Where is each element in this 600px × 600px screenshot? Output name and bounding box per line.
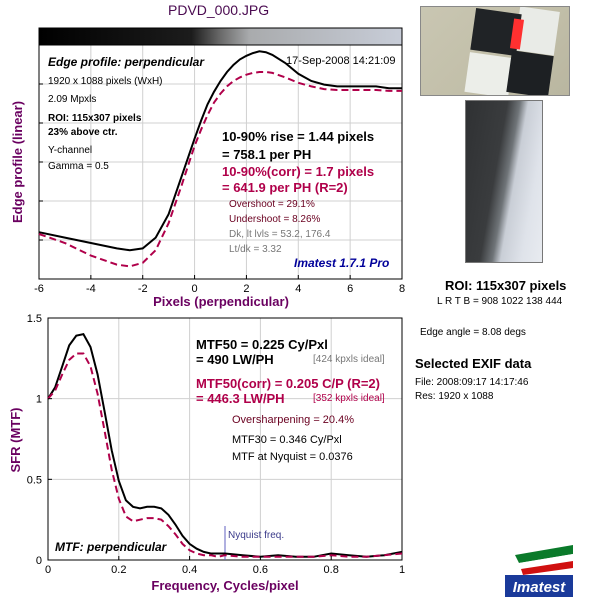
top-ylabel: Edge profile (linear) bbox=[10, 101, 25, 223]
page-title: PDVD_000.JPG bbox=[168, 2, 270, 18]
x-tick-label: -4 bbox=[86, 283, 96, 295]
x-tick-label: 0 bbox=[192, 283, 198, 295]
roi-text: ROI: 115x307 pixels bbox=[48, 113, 142, 124]
dk-lt-levels: Dk, lt lvls = 53.2, 176.4 bbox=[229, 229, 331, 240]
nyquist-label: Nyquist freq. bbox=[228, 530, 285, 541]
mtf50-text: MTF50 = 0.225 Cy/Pxl bbox=[196, 337, 328, 352]
lrtb-text: L R T B = 908 1022 138 444 bbox=[437, 296, 563, 307]
x-tick-label: 0.4 bbox=[182, 564, 197, 576]
mtf-perpendicular-label: MTF: perpendicular bbox=[55, 540, 167, 554]
series-line-edge bbox=[38, 50, 402, 252]
info-mpxls: 2.09 Mpxls bbox=[48, 94, 97, 105]
lt-dk-ratio: Lt/dk = 3.32 bbox=[229, 244, 282, 255]
x-tick-label: 4 bbox=[295, 283, 301, 295]
mtf-nyquist-text: MTF at Nyquist = 0.0376 bbox=[232, 451, 353, 463]
edge-angle-text: Edge angle = 8.08 degs bbox=[420, 327, 526, 338]
roi-position: 23% above ctr. bbox=[48, 127, 118, 138]
logo-text: Imatest bbox=[513, 579, 567, 596]
series-line-mtf-corr- bbox=[47, 352, 403, 558]
x-tick-label: 8 bbox=[399, 283, 405, 295]
mtf50-corr-ideal: [352 kpxls ideal] bbox=[313, 393, 385, 404]
rise-corr-text: 10-90%(corr) = 1.7 pixels bbox=[222, 164, 375, 179]
gamma-text: Gamma = 0.5 bbox=[48, 161, 109, 172]
y-tick-label: 1 bbox=[36, 394, 42, 406]
x-tick-label: 0.8 bbox=[324, 564, 339, 576]
mtf-chart: 0 0.2 0.4 0.6 0.8 1 0 0.5 1 1.5 Frequency, Cycles… bbox=[8, 313, 405, 593]
top-xlabel: Pixels (perpendicular) bbox=[153, 294, 289, 309]
x-tick-label: 6 bbox=[347, 283, 353, 295]
x-tick-label: 0.6 bbox=[253, 564, 268, 576]
mtf50-corr-text: MTF50(corr) = 0.205 C/P (R=2) bbox=[196, 376, 380, 391]
exif-res: Res: 1920 x 1088 bbox=[415, 391, 494, 402]
date-text: 17-Sep-2008 14:21:09 bbox=[286, 55, 396, 67]
undershoot-text: Undershoot = 8.26% bbox=[229, 214, 321, 225]
roi-label: ROI: 115x307 pixels bbox=[445, 278, 567, 293]
mtf50-lwph: = 490 LW/PH bbox=[196, 352, 274, 367]
version-label: Imatest 1.7.1 Pro bbox=[294, 256, 390, 270]
x-tick-label: -2 bbox=[138, 283, 148, 295]
series-line-edge-corr- bbox=[38, 71, 402, 268]
rise-text: 10-90% rise = 1.44 pixels bbox=[222, 129, 375, 144]
overshoot-text: Overshoot = 29.1% bbox=[229, 199, 315, 210]
rise-corr-per-ph: = 641.9 per PH (R=2) bbox=[222, 180, 348, 195]
y-tick-label: 1.5 bbox=[27, 313, 42, 325]
x-tick-label: 1 bbox=[399, 564, 405, 576]
mtf30-text: MTF30 = 0.346 Cy/Pxl bbox=[232, 434, 342, 446]
bottom-xlabel: Frequency, Cycles/pixel bbox=[151, 578, 298, 593]
series-line-mtf bbox=[47, 332, 403, 558]
edge-profile-header: Edge profile: perpendicular bbox=[48, 55, 205, 69]
channel-text: Y-channel bbox=[48, 145, 93, 156]
roi-crop-image bbox=[465, 100, 543, 263]
rise-per-ph: = 758.1 per PH bbox=[222, 147, 312, 162]
x-tick-label: -6 bbox=[34, 283, 44, 295]
x-tick-label: 2 bbox=[243, 283, 249, 295]
edge-profile-chart: -6 -4 -2 0 2 4 6 8 Pixels (perpendicular) Edge … bbox=[10, 27, 405, 309]
exif-title: Selected EXIF data bbox=[415, 356, 532, 371]
x-tick-label: 0 bbox=[45, 564, 51, 576]
oversharpening-text: Oversharpening = 20.4% bbox=[232, 414, 354, 426]
edge-gradient-bar bbox=[38, 27, 403, 46]
image-thumbnail bbox=[420, 6, 570, 96]
mtf50-corr-lwph: = 446.3 LW/PH bbox=[196, 391, 285, 406]
info-dims: 1920 x 1088 pixels (WxH) bbox=[48, 76, 163, 87]
exif-file: File: 2008:09:17 14:17:46 bbox=[415, 377, 529, 388]
y-tick-label: 0 bbox=[36, 555, 42, 567]
bottom-ylabel: SFR (MTF) bbox=[8, 408, 23, 473]
imatest-logo: Imatest bbox=[505, 545, 573, 597]
mtf50-ideal: [424 kpxls ideal] bbox=[313, 354, 385, 365]
y-tick-label: 0.5 bbox=[27, 474, 42, 486]
x-tick-label: 0.2 bbox=[111, 564, 126, 576]
